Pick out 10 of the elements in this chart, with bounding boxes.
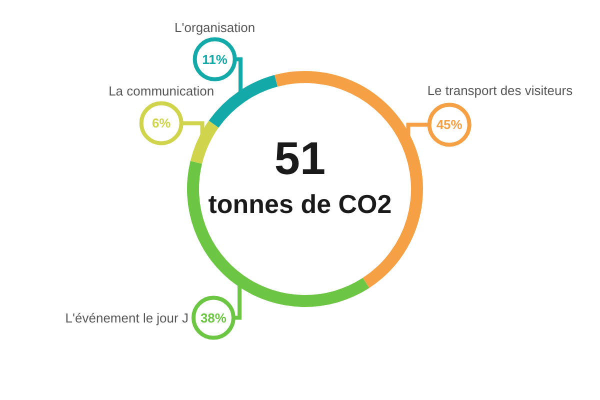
slice-label: L'organisation: [174, 20, 256, 35]
data-label: 45%: [436, 117, 463, 132]
text: 51: [274, 132, 326, 184]
text: tonnes de CO2: [208, 189, 392, 219]
slice-label: L'événement le jour J: [65, 310, 188, 326]
data-label: 11%: [202, 52, 228, 67]
slice-label: Le transport des visiteurs: [427, 83, 574, 98]
data-label: 6%: [152, 116, 172, 131]
slice-label: La communication: [108, 84, 214, 99]
data-label: 38%: [200, 310, 227, 326]
